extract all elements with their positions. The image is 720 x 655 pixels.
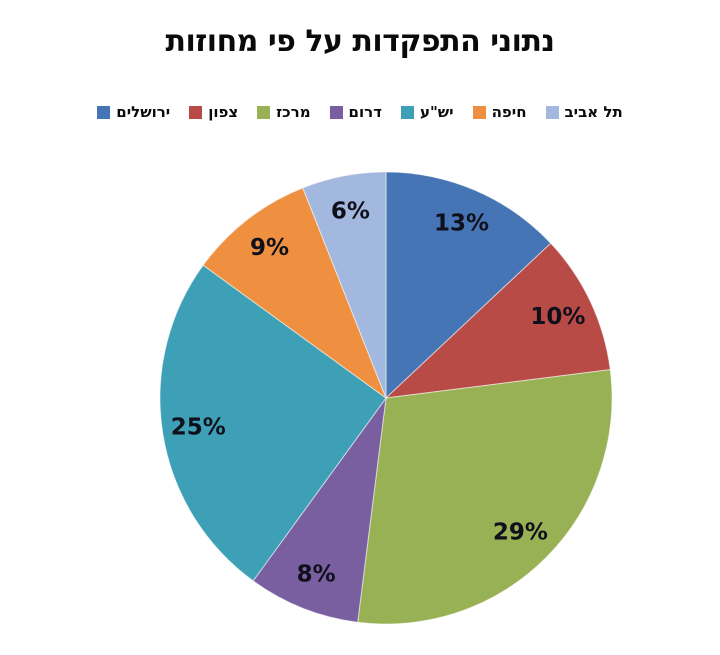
legend-item-jerusalem: ירושלים	[97, 103, 170, 121]
legend-label-yesha: יש"ע	[420, 103, 454, 121]
pie-slice-north	[384, 242, 611, 399]
legend-item-south: דרום	[329, 103, 382, 121]
legend-label-jerusalem: ירושלים	[116, 103, 171, 121]
legend-label-north: צפון	[208, 103, 239, 121]
legend-swatch-south	[329, 105, 343, 119]
legend-label-tel-aviv: תל אביב	[564, 103, 623, 121]
pie-data-label-center: 29%	[493, 519, 548, 545]
legend-swatch-yesha	[401, 105, 414, 119]
legend-label-center: מרכז	[276, 103, 311, 121]
legend-swatch-center	[257, 105, 271, 119]
pie-data-label-haifa: 9%	[250, 235, 289, 261]
legend-item-tel-aviv: תל אביב	[545, 103, 623, 121]
legend-swatch-tel-aviv	[545, 105, 559, 119]
pie-slice-center	[357, 369, 613, 625]
chart-title: נתוני התפקדות על פי מחוזות	[165, 24, 555, 59]
pie-slice-tel-aviv	[302, 171, 387, 399]
pie-slice-yesha	[159, 264, 387, 582]
pie-slice-jerusalem	[385, 171, 552, 400]
legend-swatch-jerusalem	[97, 105, 111, 119]
pie-data-label-tel-aviv: 6%	[331, 198, 370, 224]
legend-label-south: דרום	[348, 103, 382, 121]
legend-item-haifa: חיפה	[472, 103, 527, 121]
pie-data-label-south: 8%	[297, 562, 336, 588]
legend-item-yesha: יש"ע	[401, 103, 454, 121]
pie-data-label-jerusalem: 13%	[434, 211, 489, 237]
pie-data-label-north: 10%	[530, 304, 585, 330]
legend-swatch-north	[189, 105, 203, 119]
pie-data-label-yesha: 25%	[171, 415, 226, 441]
chart-legend: ירושלים צפון מרכז דרום יש"ע חיפה תל אביב	[0, 96, 720, 128]
legend-item-center: מרכז	[257, 103, 311, 121]
pie-slice-south	[252, 397, 387, 623]
legend-label-haifa: חיפה	[491, 103, 527, 121]
legend-swatch-haifa	[472, 105, 486, 119]
pie-slice-haifa	[202, 187, 388, 400]
legend-item-north: צפון	[189, 103, 238, 121]
